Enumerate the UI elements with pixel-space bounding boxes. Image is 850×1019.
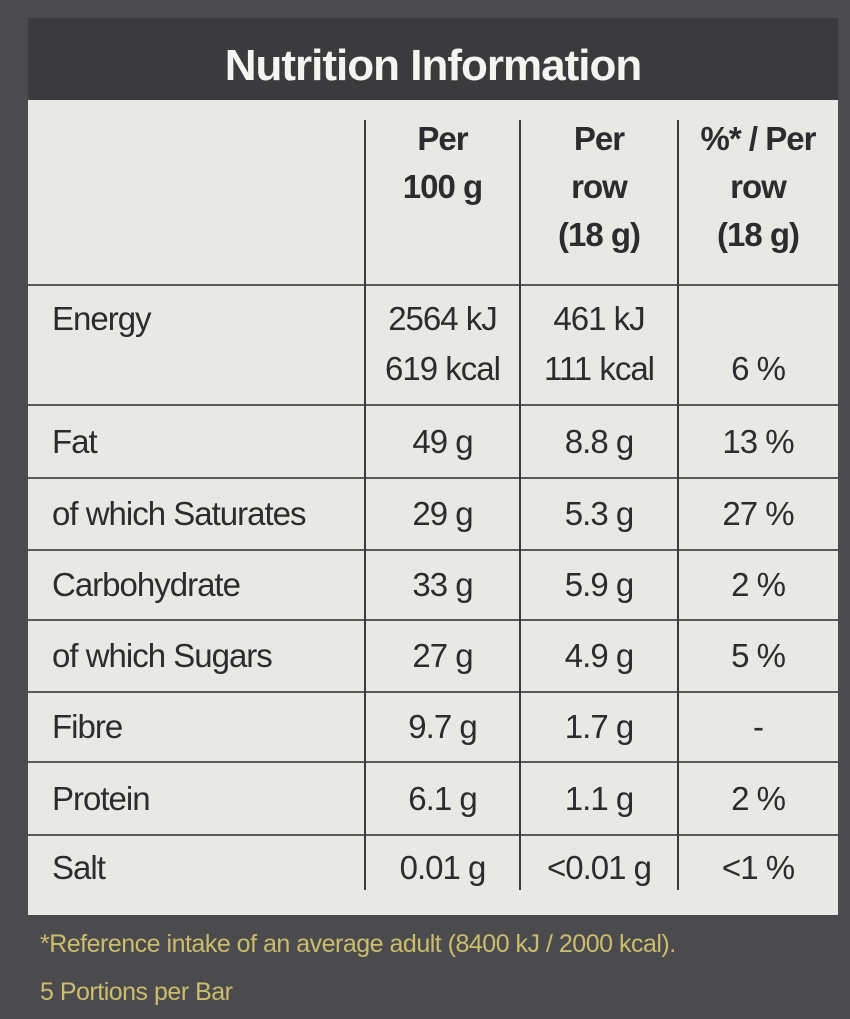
row-label: Carbohydrate [52,566,241,603]
row-label: of which Sugars [52,637,273,674]
cell-value: <0.01 g [546,848,652,886]
cell-value: 9.7 g [408,708,477,745]
cell-value: 5.3 g [564,495,634,532]
column-header: Per [417,120,468,157]
cell-value: 8.8 g [564,422,634,460]
cell-value: 5.9 g [564,566,634,603]
cell-value: 27 % [722,495,794,532]
row-divider [28,477,838,479]
column-divider [364,120,366,890]
column-header: (18 g) [716,216,800,253]
cell-value: 29 g [412,495,473,532]
column-divider [519,120,521,890]
cell-value: 1.1 g [564,779,634,817]
footnote: *Reference intake of an average adult (8… [40,930,676,958]
row-divider [28,404,838,406]
column-header: Per [573,120,625,157]
row-label: Protein [52,779,151,817]
column-header: row [730,168,787,205]
row-label: Fibre [52,708,123,745]
row-label: Salt [52,848,106,886]
row-divider [28,619,838,621]
cell-value: 2 % [731,566,786,603]
row-divider [28,761,838,763]
row-label: Fat [52,422,98,460]
cell-value: 49 g [412,422,473,460]
row-divider [28,284,838,286]
cell-value: 1.7 g [564,708,634,745]
cell-value: 13 % [722,422,794,460]
column-header: 100 g [402,168,483,205]
row-divider [28,549,838,551]
column-header: (18 g) [557,216,641,253]
cell-value: 2564 kJ [388,300,498,337]
row-divider [28,834,838,836]
cell-value: <1 % [721,848,795,886]
column-header: row [571,168,628,205]
cell-value: 111 kcal [543,350,655,387]
title: Nutrition Information [28,18,838,100]
column-divider [677,120,679,890]
cell-value: 461 kJ [553,300,645,337]
cell-value: 5 % [731,637,786,674]
row-divider [28,691,838,693]
cell-value: - [753,708,764,745]
footnote: 5 Portions per Bar [40,978,233,1006]
cell-value: 0.01 g [399,848,487,886]
column-header: %* / Per [700,120,817,157]
row-label: of which Saturates [52,495,306,532]
cell-value: 33 g [412,566,473,603]
cell-value: 4.9 g [564,637,634,674]
cell-value: 2 % [731,779,786,817]
table-panel [28,18,838,915]
cell-value: 619 kcal [385,350,501,387]
cell-value: 6 % [731,350,786,387]
cell-value: 27 g [412,637,473,674]
cell-value: 6.1 g [408,779,477,817]
row-label: Energy [52,300,152,337]
